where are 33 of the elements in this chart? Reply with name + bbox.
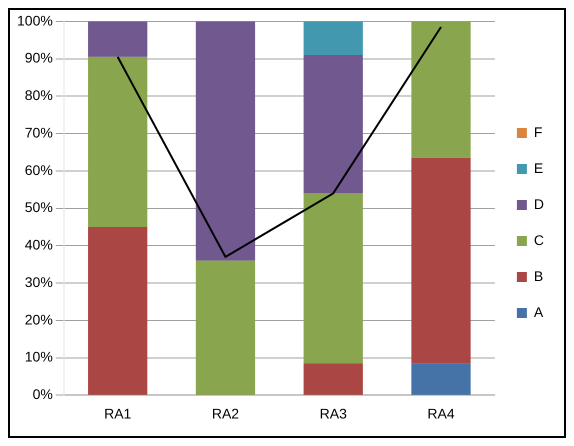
legend-label: F xyxy=(534,124,542,140)
bar xyxy=(304,363,363,395)
x-tick-label: RA2 xyxy=(212,405,240,422)
y-tick-label: 40% xyxy=(24,236,53,253)
bar xyxy=(411,21,471,158)
y-tick-label: 0% xyxy=(32,386,53,402)
bar xyxy=(196,21,256,261)
y-tick-label: 60% xyxy=(24,162,53,178)
legend-label: A xyxy=(534,304,544,320)
bar xyxy=(304,21,363,56)
bar xyxy=(196,260,256,395)
bar xyxy=(88,56,148,227)
y-tick-label: 20% xyxy=(24,311,53,328)
y-tick-label: 90% xyxy=(24,50,53,66)
x-tick-label: RA1 xyxy=(104,405,132,422)
y-tick-label: 100% xyxy=(16,12,53,28)
x-tick-label: RA4 xyxy=(427,405,455,422)
bar xyxy=(304,55,363,194)
legend-label: D xyxy=(534,196,544,212)
y-tick-label: 10% xyxy=(24,348,53,365)
legend-label: B xyxy=(534,268,544,284)
bar xyxy=(88,226,148,395)
bar xyxy=(411,158,471,364)
bar xyxy=(411,363,471,395)
y-tick-label: 70% xyxy=(24,124,53,140)
legend-label: E xyxy=(534,160,544,176)
y-tick-label: 50% xyxy=(24,199,53,216)
y-tick-label: 30% xyxy=(24,274,53,290)
bar xyxy=(304,193,363,364)
y-tick-label: 80% xyxy=(24,87,53,104)
bar xyxy=(88,21,148,57)
legend-label: C xyxy=(534,232,544,248)
x-tick-label: RA3 xyxy=(320,405,348,422)
